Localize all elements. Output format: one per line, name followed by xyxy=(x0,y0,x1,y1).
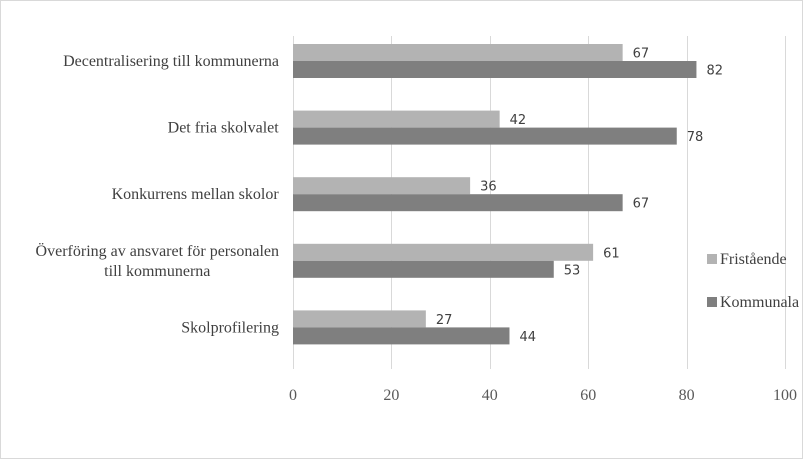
x-tick-100: 100 xyxy=(773,387,797,404)
bar-kommunala-3 xyxy=(293,261,554,278)
value-label-fristående-4: 27 xyxy=(436,313,453,328)
bar-kommunala-2 xyxy=(293,194,623,211)
value-label-fristående-2: 36 xyxy=(480,180,497,195)
x-tick-60: 60 xyxy=(580,387,596,404)
value-label-kommunala-2: 67 xyxy=(633,197,650,212)
category-labels: Decentralisering till kommunerna Det fria… xyxy=(36,53,280,336)
bar-fristående-0 xyxy=(293,44,623,61)
value-label-kommunala-1: 78 xyxy=(687,130,704,145)
category-label-3: Överföring av ansvaret för personalen til… xyxy=(36,242,279,280)
value-label-kommunala-3: 53 xyxy=(564,263,581,278)
legend-swatch-fristående xyxy=(707,254,717,264)
category-label-2: Konkurrens mellan skolor xyxy=(112,186,280,203)
category-label-1: Det fria skolvalet xyxy=(168,120,280,137)
x-axis-tick-labels: 0 20 40 60 80 100 xyxy=(289,387,797,404)
x-tick-40: 40 xyxy=(482,387,498,404)
x-tick-20: 20 xyxy=(383,387,399,404)
category-label-4: Skolprofilering xyxy=(181,319,279,336)
x-tick-80: 80 xyxy=(679,387,695,404)
value-label-fristående-3: 61 xyxy=(603,246,620,261)
bar-kommunala-4 xyxy=(293,327,509,344)
value-label-fristående-0: 67 xyxy=(633,47,650,62)
legend-label-fristående: Fristående xyxy=(720,251,787,268)
bar-fristående-1 xyxy=(293,111,500,128)
x-tick-0: 0 xyxy=(289,387,297,404)
value-label-fristående-1: 42 xyxy=(510,113,527,128)
legend-label-kommunala: Kommunala xyxy=(720,294,799,311)
bar-fristående-2 xyxy=(293,177,470,194)
bar-kommunala-0 xyxy=(293,61,696,78)
bar-fristående-3 xyxy=(293,244,593,261)
value-label-kommunala-4: 44 xyxy=(519,330,536,345)
value-label-kommunala-0: 82 xyxy=(706,64,723,79)
bar-fristående-4 xyxy=(293,310,426,327)
category-label-0: Decentralisering till kommunerna xyxy=(63,53,279,70)
bar-kommunala-1 xyxy=(293,128,677,145)
legend-swatch-kommunala xyxy=(707,297,717,307)
